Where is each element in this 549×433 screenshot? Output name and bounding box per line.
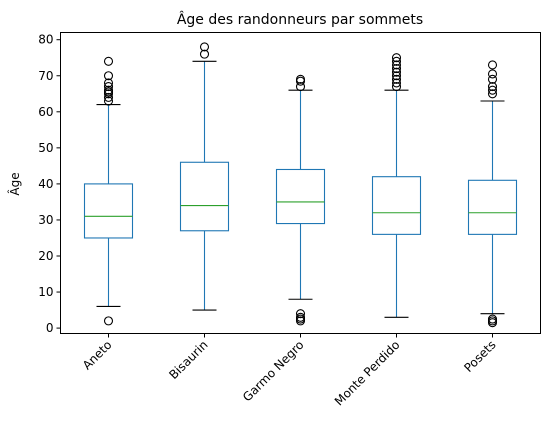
outlier-point: [487, 74, 498, 84]
outlier-point: [391, 74, 402, 84]
y-axis-label: Âge: [7, 172, 22, 195]
outlier-point: [103, 85, 114, 95]
outlier-point: [487, 314, 498, 324]
outlier-point: [391, 71, 402, 81]
outlier-point: [487, 85, 498, 95]
outlier-point: [103, 71, 114, 81]
outlier-point: [103, 316, 114, 326]
outlier-point: [391, 63, 402, 74]
outlier-point: [295, 76, 306, 86]
outlier-point: [103, 92, 114, 102]
box-iqr: [179, 161, 230, 232]
y-tick-label: 80: [38, 33, 53, 47]
outlier-point: [391, 82, 402, 92]
x-tick-label: Garmo Negro: [240, 338, 307, 405]
outlier-point: [103, 78, 114, 88]
axes-frame: [60, 32, 541, 334]
box-iqr: [83, 183, 134, 239]
outlier-point: [487, 316, 498, 326]
outlier-point: [391, 78, 402, 88]
x-tick-label: Aneto: [80, 338, 115, 373]
y-tick-label: 20: [38, 249, 53, 263]
y-tick-label: 0: [46, 321, 54, 335]
outlier-point: [487, 89, 498, 99]
outlier-point: [391, 60, 402, 70]
outlier-point: [295, 312, 306, 322]
outlier-point: [391, 53, 402, 63]
outlier-point: [295, 309, 306, 319]
outlier-point: [199, 42, 210, 52]
outlier-point: [103, 56, 114, 66]
y-tick-label: 70: [38, 69, 53, 83]
outlier-point: [391, 56, 402, 66]
box-iqr: [371, 176, 422, 235]
y-tick-label: 60: [38, 105, 53, 119]
outlier-point: [295, 82, 306, 92]
outlier-point: [487, 82, 498, 92]
plot-area: 0 10 20 30 40 50 60 70 80 Aneto Bisaurin Garmo Negr…: [38, 33, 518, 409]
outlier-point: [295, 74, 306, 84]
outlier-point: [391, 67, 402, 77]
y-tick-label: 40: [38, 177, 53, 191]
y-tick-label: 30: [38, 213, 53, 227]
outlier-point: [199, 49, 210, 59]
x-tick-label: Posets: [461, 338, 498, 375]
outlier-point: [487, 69, 498, 79]
box-iqr: [275, 168, 326, 225]
outlier-point: [103, 82, 114, 92]
y-tick-label: 50: [38, 141, 53, 155]
outlier-point: [487, 60, 498, 70]
x-tick-label: Monte Perdido: [332, 338, 403, 409]
chart-title: Âge des randonneurs par sommets: [177, 10, 423, 28]
box-iqr: [467, 179, 518, 235]
outlier-point: [103, 96, 114, 106]
y-tick-label: 10: [38, 285, 53, 299]
x-tick-label: Bisaurin: [166, 338, 210, 382]
